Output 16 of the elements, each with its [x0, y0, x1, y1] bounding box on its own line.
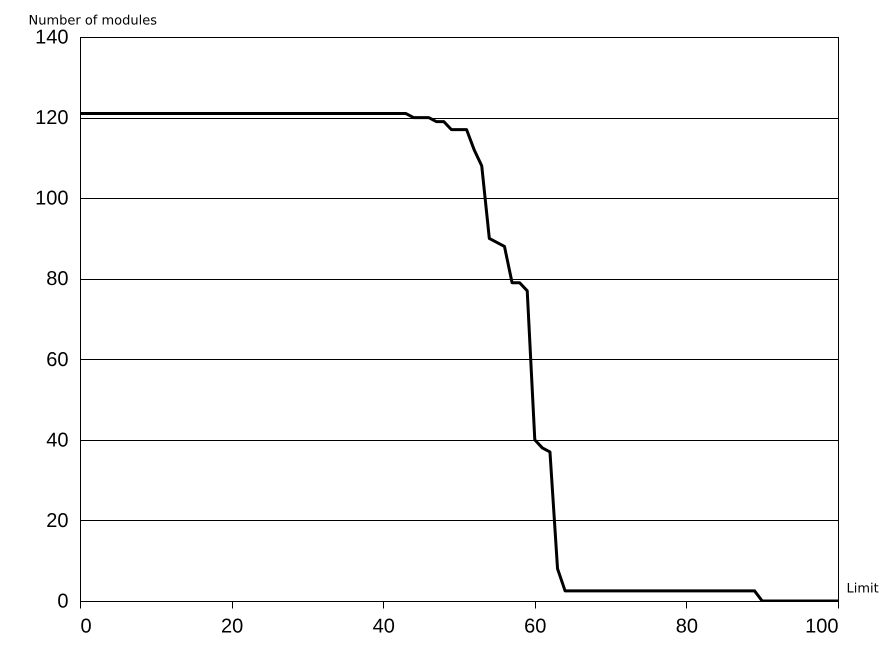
y-tick-label: 120 [35, 107, 68, 130]
y-tick-label: 0 [57, 590, 68, 612]
y-tick-label: 80 [46, 268, 68, 290]
x-tick-label: 80 [676, 616, 698, 638]
y-tick-label: 100 [35, 188, 68, 210]
x-axis-title: Limit [846, 582, 879, 596]
x-tick-label: 100 [805, 616, 838, 638]
y-tick-label: 20 [46, 510, 68, 532]
y-tick-label: 140 [35, 26, 68, 48]
y-tick-label: 40 [46, 429, 68, 452]
x-tick-label: 20 [220, 616, 244, 638]
y-tick-label: 60 [46, 348, 68, 371]
x-tick-label: 0 [80, 616, 92, 638]
x-tick-label: 40 [372, 616, 395, 638]
y-axis-title: Number of modules [28, 14, 158, 28]
x-tick-label: 60 [524, 616, 546, 638]
